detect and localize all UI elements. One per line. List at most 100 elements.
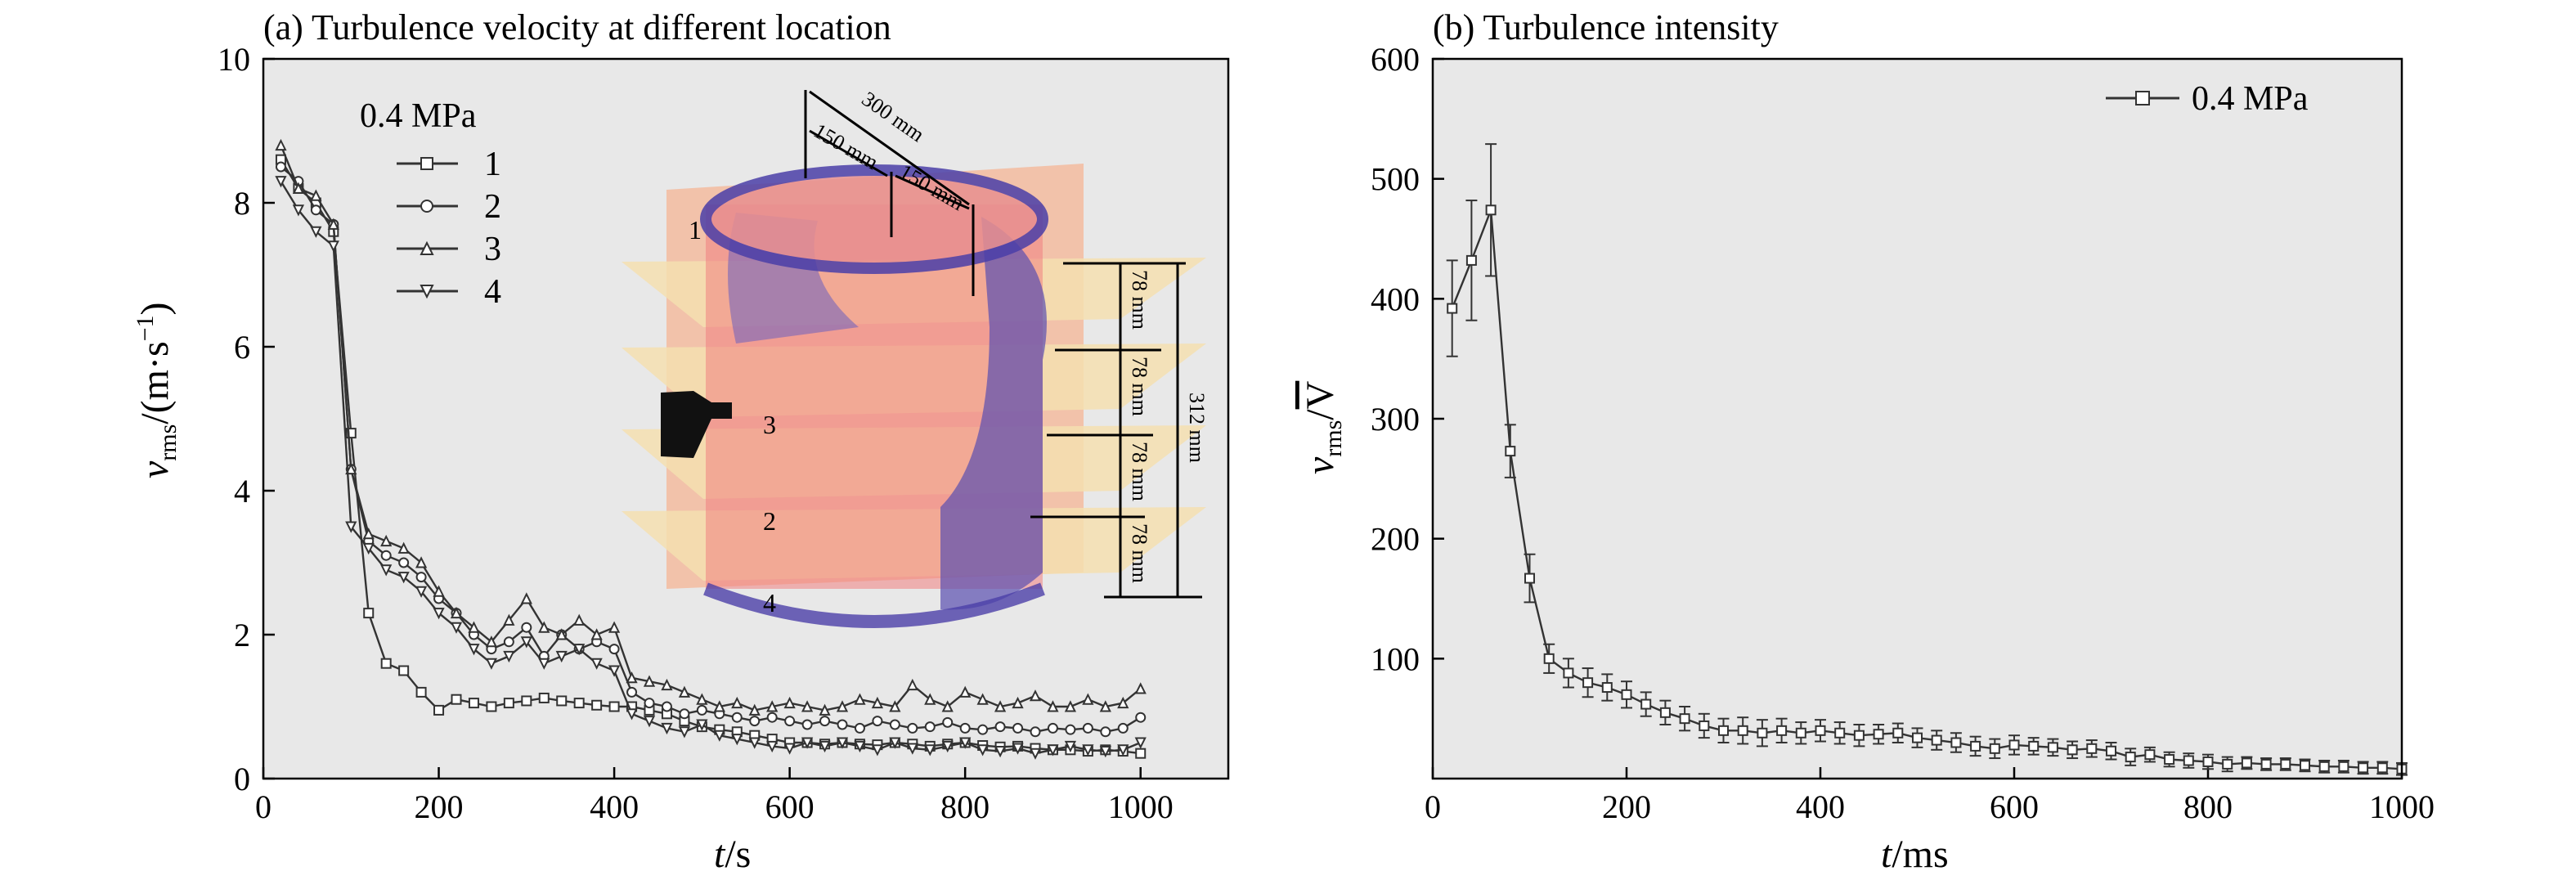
series-3-point — [661, 678, 673, 691]
series-4-point — [415, 586, 428, 598]
a-ytick-label: 8 — [234, 185, 250, 222]
series-4-point — [1117, 744, 1129, 757]
series-3-point — [678, 685, 691, 698]
series-4-point — [836, 737, 849, 749]
legend-a-marker-4 — [420, 285, 434, 299]
series-b-point — [2067, 744, 2078, 756]
series-4-point — [503, 650, 515, 663]
panel-a-ylabel: vrms/(m·s−1) — [132, 302, 182, 478]
series-b-point — [1853, 730, 1865, 741]
series-3-point — [783, 696, 796, 709]
series-4-point — [906, 743, 918, 755]
series-2-point — [942, 716, 954, 728]
series-b-point — [1834, 727, 1846, 739]
series-2-point — [503, 636, 514, 648]
series-3-point — [433, 585, 445, 597]
series-b-point — [2376, 762, 2388, 774]
series-3-point — [941, 700, 954, 712]
b-xtick-label: 1000 — [2369, 788, 2435, 825]
series-2-point — [1135, 712, 1147, 723]
legend-a-title: 0.4 MPa — [360, 97, 477, 135]
series-b-point — [1524, 572, 1535, 584]
series-3-point — [380, 534, 393, 547]
series-2-point — [521, 622, 532, 633]
series-2-point — [854, 722, 865, 734]
series-1-point — [573, 698, 585, 709]
panel-a-title: (a) Turbulence velocity at different loc… — [263, 7, 891, 47]
series-b-0.4 MPa — [1446, 143, 2408, 776]
series-b-point — [1582, 677, 1594, 689]
dim-78mm-4: 78 mm — [1128, 523, 1151, 583]
chamber-inset: 300 mm 150 mm 150 mm 78 mm 78 mm 78 mm 7… — [622, 87, 1209, 628]
series-2-point — [801, 719, 813, 730]
series-4-point — [766, 740, 779, 753]
dim-78mm-1: 78 mm — [1128, 270, 1151, 330]
series-b-point — [1795, 727, 1806, 739]
series-2-point — [977, 724, 989, 735]
series-4-point — [748, 737, 761, 749]
series-b-point — [1485, 204, 1497, 216]
series-3-point — [731, 696, 743, 709]
series-b-point — [1757, 727, 1768, 739]
series-3 — [275, 138, 1147, 716]
series-3-point — [555, 628, 568, 640]
legend-a-label-2: 2 — [484, 188, 501, 226]
series-2-point — [872, 716, 883, 727]
series-4-point — [643, 716, 656, 728]
series-4-point — [959, 737, 972, 749]
series-3-point — [275, 138, 287, 151]
series-3-point — [713, 700, 725, 712]
series-b-point — [2047, 742, 2058, 753]
panel-b-plot-area — [1433, 59, 2402, 779]
panel-b: (b) Turbulence intensity 0 200 400 600 800 10… — [1299, 7, 2435, 876]
panel-a-xlabel: t/s — [714, 833, 751, 876]
series-1-point — [398, 665, 410, 676]
series-3-point — [924, 693, 936, 705]
a-xtick-label: 0 — [255, 788, 272, 825]
series-3-point — [836, 700, 849, 712]
series-4-point — [292, 204, 305, 217]
series-2-point — [959, 722, 971, 734]
series-4-point — [854, 740, 866, 753]
series-3-point — [327, 218, 339, 230]
b-ytick-label: 600 — [1371, 41, 1420, 78]
series-3-point — [1082, 693, 1094, 705]
series-2-point — [994, 721, 1006, 733]
series-3-point — [1012, 696, 1024, 709]
series-2-point — [415, 572, 427, 583]
series-2-point — [1117, 722, 1129, 734]
legend-a-marker-1 — [420, 157, 433, 170]
series-3-point — [292, 182, 305, 194]
series-3-point — [345, 462, 357, 475]
series-b-point — [1465, 254, 1477, 266]
series-b-point — [1718, 725, 1729, 736]
series-2-point — [696, 704, 707, 716]
series-b-point — [1563, 667, 1574, 679]
series-4-point — [485, 658, 498, 670]
b-ytick-label: 300 — [1371, 401, 1420, 438]
series-b-point — [2086, 743, 2098, 754]
series-4-point — [573, 644, 586, 656]
dimension-lines — [804, 90, 1202, 599]
series-4-point — [555, 650, 568, 663]
series-3-point — [643, 675, 656, 687]
series-b-point — [2164, 754, 2175, 766]
series-2-point — [608, 644, 620, 655]
series-b-point — [1679, 713, 1690, 725]
series-4-point — [819, 740, 831, 753]
series-b-point — [1447, 303, 1458, 314]
series-3-point — [485, 635, 498, 648]
series-3-point — [626, 671, 638, 684]
series-4-point — [608, 665, 621, 677]
series-b-point — [1873, 729, 1884, 740]
dim-78mm-3: 78 mm — [1128, 442, 1151, 501]
series-2-point — [1030, 726, 1041, 738]
cylinder-shadow-right — [940, 217, 1047, 610]
series-4-point — [976, 744, 989, 757]
b-xtick-label: 400 — [1796, 788, 1845, 825]
series-1-point — [538, 692, 550, 703]
panel-a-ticks: 0 200 400 600 800 1000 0 2 4 6 8 10 — [218, 41, 1174, 825]
series-b-point — [1699, 720, 1710, 731]
series-4-point — [468, 644, 480, 656]
